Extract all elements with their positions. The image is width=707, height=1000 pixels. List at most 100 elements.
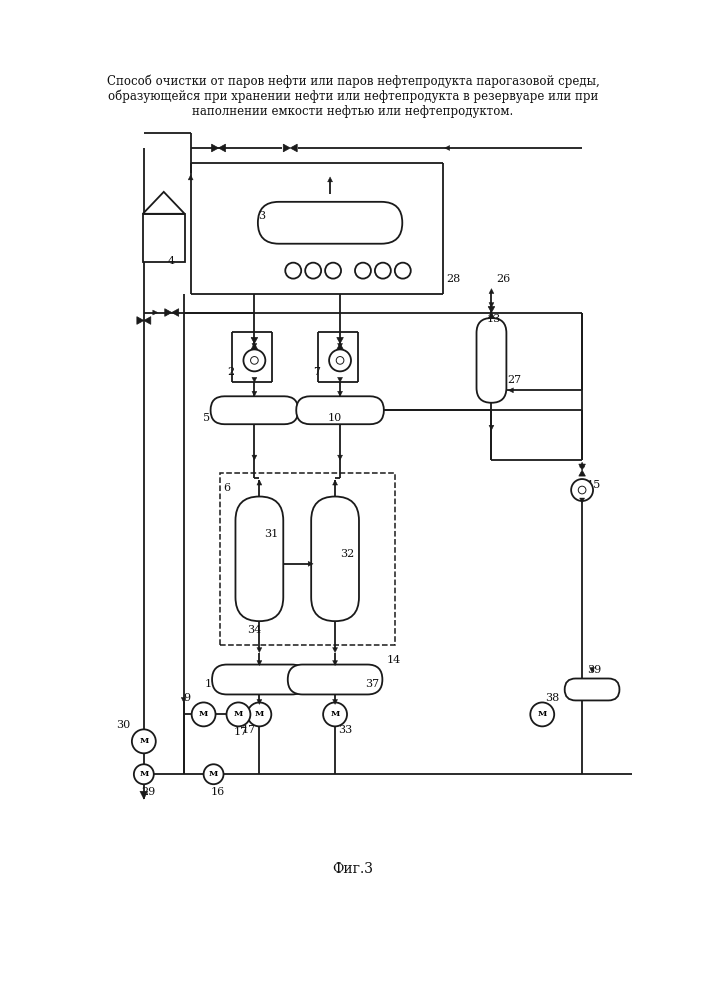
FancyBboxPatch shape	[235, 497, 284, 621]
Circle shape	[250, 357, 258, 364]
Text: M: M	[255, 710, 264, 718]
Polygon shape	[332, 699, 337, 704]
Polygon shape	[257, 648, 262, 653]
Polygon shape	[337, 337, 344, 343]
Circle shape	[375, 263, 391, 279]
FancyBboxPatch shape	[258, 202, 402, 244]
Polygon shape	[291, 144, 297, 152]
Text: 26: 26	[496, 274, 510, 284]
Text: 6: 6	[223, 483, 230, 493]
Bar	[220, 473, 395, 645]
Polygon shape	[337, 343, 344, 349]
Polygon shape	[580, 462, 585, 467]
Polygon shape	[332, 661, 337, 666]
Text: M: M	[330, 710, 339, 718]
Text: 14: 14	[387, 655, 401, 665]
Text: 32: 32	[340, 549, 354, 559]
FancyBboxPatch shape	[296, 396, 384, 424]
Polygon shape	[172, 309, 179, 316]
Text: Способ очистки от паров нефти или паров нефтепродукта парогазовой среды,
образую: Способ очистки от паров нефти или паров …	[107, 74, 600, 118]
Polygon shape	[489, 303, 494, 308]
Circle shape	[134, 764, 154, 784]
Polygon shape	[252, 343, 257, 348]
Text: 3: 3	[258, 211, 266, 221]
Circle shape	[329, 349, 351, 371]
Polygon shape	[153, 310, 158, 315]
Circle shape	[571, 479, 593, 501]
Text: 15: 15	[587, 480, 602, 490]
Polygon shape	[144, 317, 151, 324]
Polygon shape	[308, 561, 313, 566]
Polygon shape	[140, 791, 148, 799]
Polygon shape	[284, 144, 291, 152]
FancyBboxPatch shape	[477, 318, 506, 403]
Polygon shape	[257, 480, 262, 485]
Circle shape	[325, 263, 341, 279]
Polygon shape	[251, 343, 257, 349]
Text: 10: 10	[328, 413, 342, 423]
Polygon shape	[489, 289, 494, 294]
Text: 39: 39	[587, 665, 602, 675]
Polygon shape	[508, 388, 513, 393]
Text: 37: 37	[365, 679, 379, 689]
Text: 17: 17	[233, 727, 247, 737]
Polygon shape	[488, 313, 495, 319]
Polygon shape	[327, 177, 332, 182]
Text: M: M	[139, 737, 148, 745]
Text: M: M	[537, 710, 547, 718]
Polygon shape	[579, 464, 585, 470]
Polygon shape	[181, 697, 186, 702]
Circle shape	[192, 702, 216, 726]
Text: M: M	[234, 710, 243, 718]
FancyBboxPatch shape	[565, 679, 619, 700]
Polygon shape	[489, 425, 494, 430]
Text: 33: 33	[338, 725, 352, 735]
Text: 2: 2	[228, 367, 235, 377]
Text: 28: 28	[447, 274, 461, 284]
Text: 7: 7	[313, 367, 320, 377]
Polygon shape	[252, 391, 257, 396]
Circle shape	[132, 729, 156, 753]
Text: 13: 13	[486, 314, 501, 324]
Text: 34: 34	[247, 625, 262, 635]
Circle shape	[204, 764, 223, 784]
Text: 9: 9	[184, 693, 191, 703]
Circle shape	[305, 263, 321, 279]
Circle shape	[247, 702, 271, 726]
Polygon shape	[337, 377, 343, 382]
Polygon shape	[252, 377, 257, 382]
Text: 27: 27	[508, 375, 522, 385]
Text: 16: 16	[211, 787, 225, 797]
Circle shape	[355, 263, 371, 279]
Text: 31: 31	[264, 529, 279, 539]
Polygon shape	[445, 145, 450, 150]
Polygon shape	[488, 307, 495, 313]
Polygon shape	[251, 337, 257, 343]
Polygon shape	[337, 343, 343, 348]
Text: 5: 5	[203, 413, 210, 423]
Polygon shape	[165, 309, 172, 316]
Circle shape	[285, 263, 301, 279]
Polygon shape	[332, 480, 337, 485]
Text: 29: 29	[141, 787, 155, 797]
Circle shape	[226, 702, 250, 726]
Polygon shape	[337, 455, 343, 460]
Text: 1: 1	[204, 679, 211, 689]
Polygon shape	[218, 144, 226, 152]
Polygon shape	[188, 175, 193, 180]
Polygon shape	[252, 455, 257, 460]
Polygon shape	[590, 668, 595, 673]
FancyBboxPatch shape	[211, 396, 298, 424]
Text: M: M	[209, 770, 218, 778]
Polygon shape	[337, 391, 343, 396]
FancyBboxPatch shape	[212, 665, 307, 694]
Circle shape	[243, 349, 265, 371]
Polygon shape	[580, 498, 585, 503]
Circle shape	[530, 702, 554, 726]
Text: 17: 17	[242, 725, 255, 735]
Text: M: M	[199, 710, 209, 718]
Polygon shape	[257, 699, 262, 704]
Text: Фиг.3: Фиг.3	[332, 862, 373, 876]
Text: 4: 4	[168, 256, 175, 266]
Polygon shape	[211, 144, 218, 152]
